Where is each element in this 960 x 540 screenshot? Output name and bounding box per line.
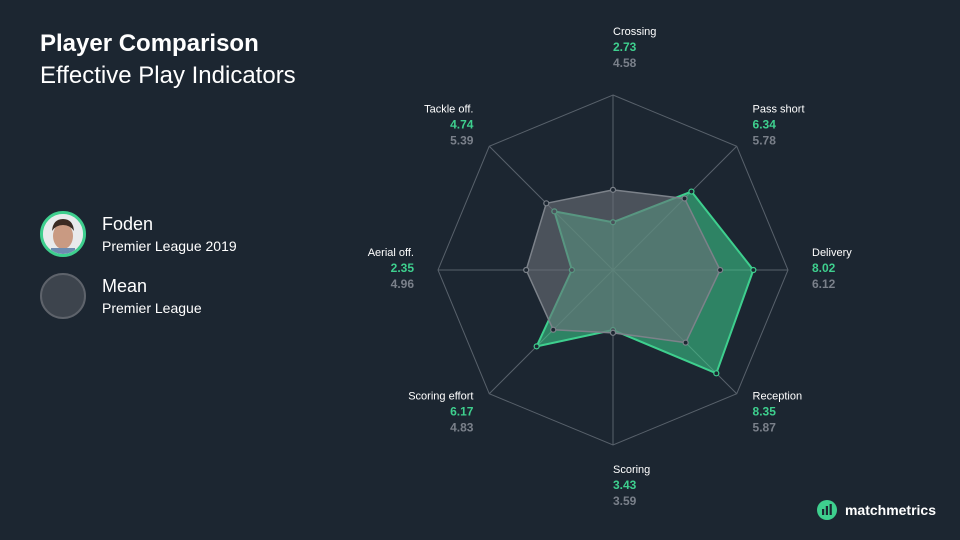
radar-point bbox=[609, 186, 617, 193]
radar-point bbox=[543, 200, 550, 207]
value-label-player: 2.73 bbox=[613, 40, 637, 54]
value-label-player: 2.35 bbox=[391, 261, 415, 275]
legend-mean-name: Mean bbox=[102, 276, 148, 296]
chart-subtitle: Effective Play Indicators bbox=[40, 62, 296, 89]
radar-point bbox=[523, 266, 530, 274]
legend: Foden Premier League 2019 Mean Premier L… bbox=[40, 211, 237, 335]
value-label-player: 3.43 bbox=[613, 478, 637, 492]
player-portrait-icon bbox=[43, 214, 83, 254]
mean-swatch bbox=[40, 273, 86, 319]
value-label-mean: 3.59 bbox=[613, 494, 637, 508]
radar-point bbox=[750, 266, 757, 274]
value-label-mean: 4.58 bbox=[613, 56, 637, 70]
matchmetrics-logo-icon bbox=[816, 500, 837, 520]
axis-label: Pass short bbox=[753, 103, 805, 115]
value-label-mean: 5.78 bbox=[753, 133, 777, 147]
legend-mean-league: Premier League bbox=[102, 300, 202, 316]
legend-text-player: Foden Premier League 2019 bbox=[102, 213, 237, 255]
legend-player-name: Foden bbox=[102, 214, 154, 234]
legend-text-mean: Mean Premier League bbox=[102, 275, 202, 317]
value-label-player: 4.74 bbox=[450, 117, 474, 131]
radar-point bbox=[681, 195, 688, 202]
axis-label: Reception bbox=[753, 391, 803, 403]
radar-point bbox=[688, 188, 695, 195]
axis-label: Scoring effort bbox=[408, 391, 473, 403]
axis-label: Aerial off. bbox=[368, 247, 414, 259]
radar-series-1 bbox=[525, 189, 721, 344]
legend-item-player: Foden Premier League 2019 bbox=[40, 211, 237, 257]
value-label-mean: 4.83 bbox=[450, 421, 474, 435]
radar-point bbox=[682, 339, 689, 346]
value-label-mean: 5.39 bbox=[450, 133, 474, 147]
axis-label: Crossing bbox=[613, 26, 656, 38]
radar-point bbox=[716, 266, 724, 274]
radar-point bbox=[533, 343, 540, 350]
player-avatar bbox=[40, 211, 86, 257]
brand: matchmetrics bbox=[816, 500, 936, 520]
legend-player-league: Premier League 2019 bbox=[102, 238, 237, 254]
chart-title: Player Comparison bbox=[40, 30, 259, 57]
value-label-mean: 6.12 bbox=[812, 277, 836, 291]
radar-point bbox=[550, 326, 557, 333]
value-label-player: 6.17 bbox=[450, 405, 474, 419]
axis-label: Tackle off. bbox=[424, 103, 473, 115]
legend-item-mean: Mean Premier League bbox=[40, 273, 237, 319]
radar-point bbox=[609, 329, 617, 336]
axis-label: Scoring bbox=[613, 464, 650, 476]
value-label-player: 8.35 bbox=[753, 405, 777, 419]
brand-name: matchmetrics bbox=[844, 502, 936, 518]
value-label-player: 8.02 bbox=[812, 261, 836, 275]
value-label-mean: 5.87 bbox=[753, 421, 777, 435]
radar-point bbox=[713, 370, 720, 377]
value-label-player: 6.34 bbox=[753, 117, 777, 131]
axis-label: Delivery bbox=[812, 247, 852, 259]
value-label-mean: 4.96 bbox=[391, 277, 415, 291]
